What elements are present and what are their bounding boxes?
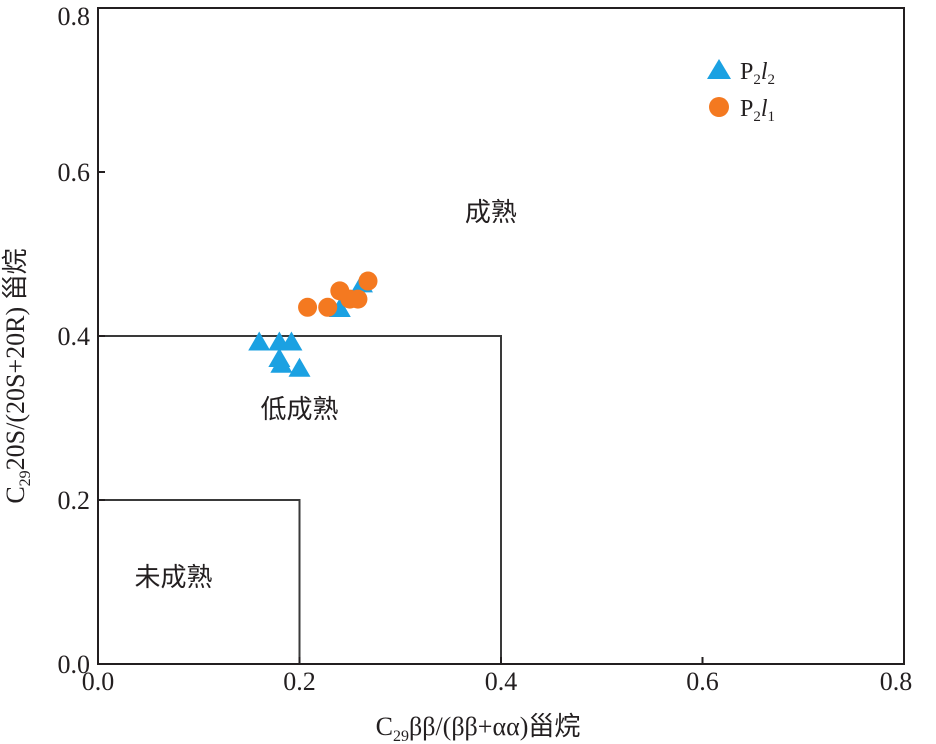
- legend-triangle-marker: [707, 59, 731, 79]
- region-label-0: 未成熟: [135, 563, 213, 593]
- y-axis-title: C2920S/(20S+20R) 甾烷: [1, 248, 34, 503]
- x-tick-label-0: 0.0: [82, 667, 115, 696]
- point-series1-5: [358, 271, 378, 291]
- legend-label-p2l1: P2l1: [740, 96, 775, 125]
- legend: P2l2 P2l1: [707, 59, 775, 125]
- y-tick-label-3: 0.6: [58, 158, 91, 187]
- region-label-2: 成熟: [465, 198, 517, 228]
- x-axis-title-subscript: 29: [393, 728, 409, 744]
- point-series0-5: [288, 357, 311, 377]
- region-boundaries: 未成熟 低成熟 成熟: [98, 198, 517, 664]
- region-boundary-1: [98, 335, 502, 664]
- y-axis-title-subscript: 29: [17, 470, 34, 486]
- region-boundary-0: [98, 499, 301, 664]
- y-tick-label-2: 0.4: [58, 322, 91, 351]
- legend-circle-marker: [709, 97, 729, 117]
- x-tick-label-4: 0.8: [880, 667, 913, 696]
- x-axis-title-c: C: [376, 712, 393, 741]
- x-tick-label-2: 0.4: [485, 667, 518, 696]
- region-label-1: 低成熟: [260, 395, 338, 425]
- y-axis-title-c: C: [1, 486, 30, 503]
- data-points: [248, 271, 378, 377]
- x-tick-label-1: 0.2: [283, 667, 316, 696]
- point-series1-4: [348, 289, 368, 309]
- x-axis-title-rest: ββ/(ββ+αα)甾烷: [409, 712, 580, 741]
- x-axis-title: C29ββ/(ββ+αα)甾烷: [376, 712, 581, 744]
- x-tick-label-3: 0.6: [686, 667, 719, 696]
- axis-ticks: 0.0 0.2 0.4 0.6 0.8 0.0 0.2 0.4 0.6 0.8: [58, 2, 913, 696]
- point-series0-0: [248, 331, 271, 351]
- legend-label-p2l2: P2l2: [740, 59, 775, 88]
- point-series1-0: [298, 297, 318, 317]
- y-axis-title-rest: 20S/(20S+20R) 甾烷: [1, 248, 30, 470]
- y-tick-label-4: 0.8: [58, 2, 91, 31]
- y-tick-label-0: 0.0: [58, 650, 91, 679]
- point-series0-4: [270, 353, 293, 373]
- point-series0-2: [280, 331, 303, 351]
- point-series1-1: [318, 297, 338, 317]
- y-tick-label-1: 0.2: [58, 486, 91, 515]
